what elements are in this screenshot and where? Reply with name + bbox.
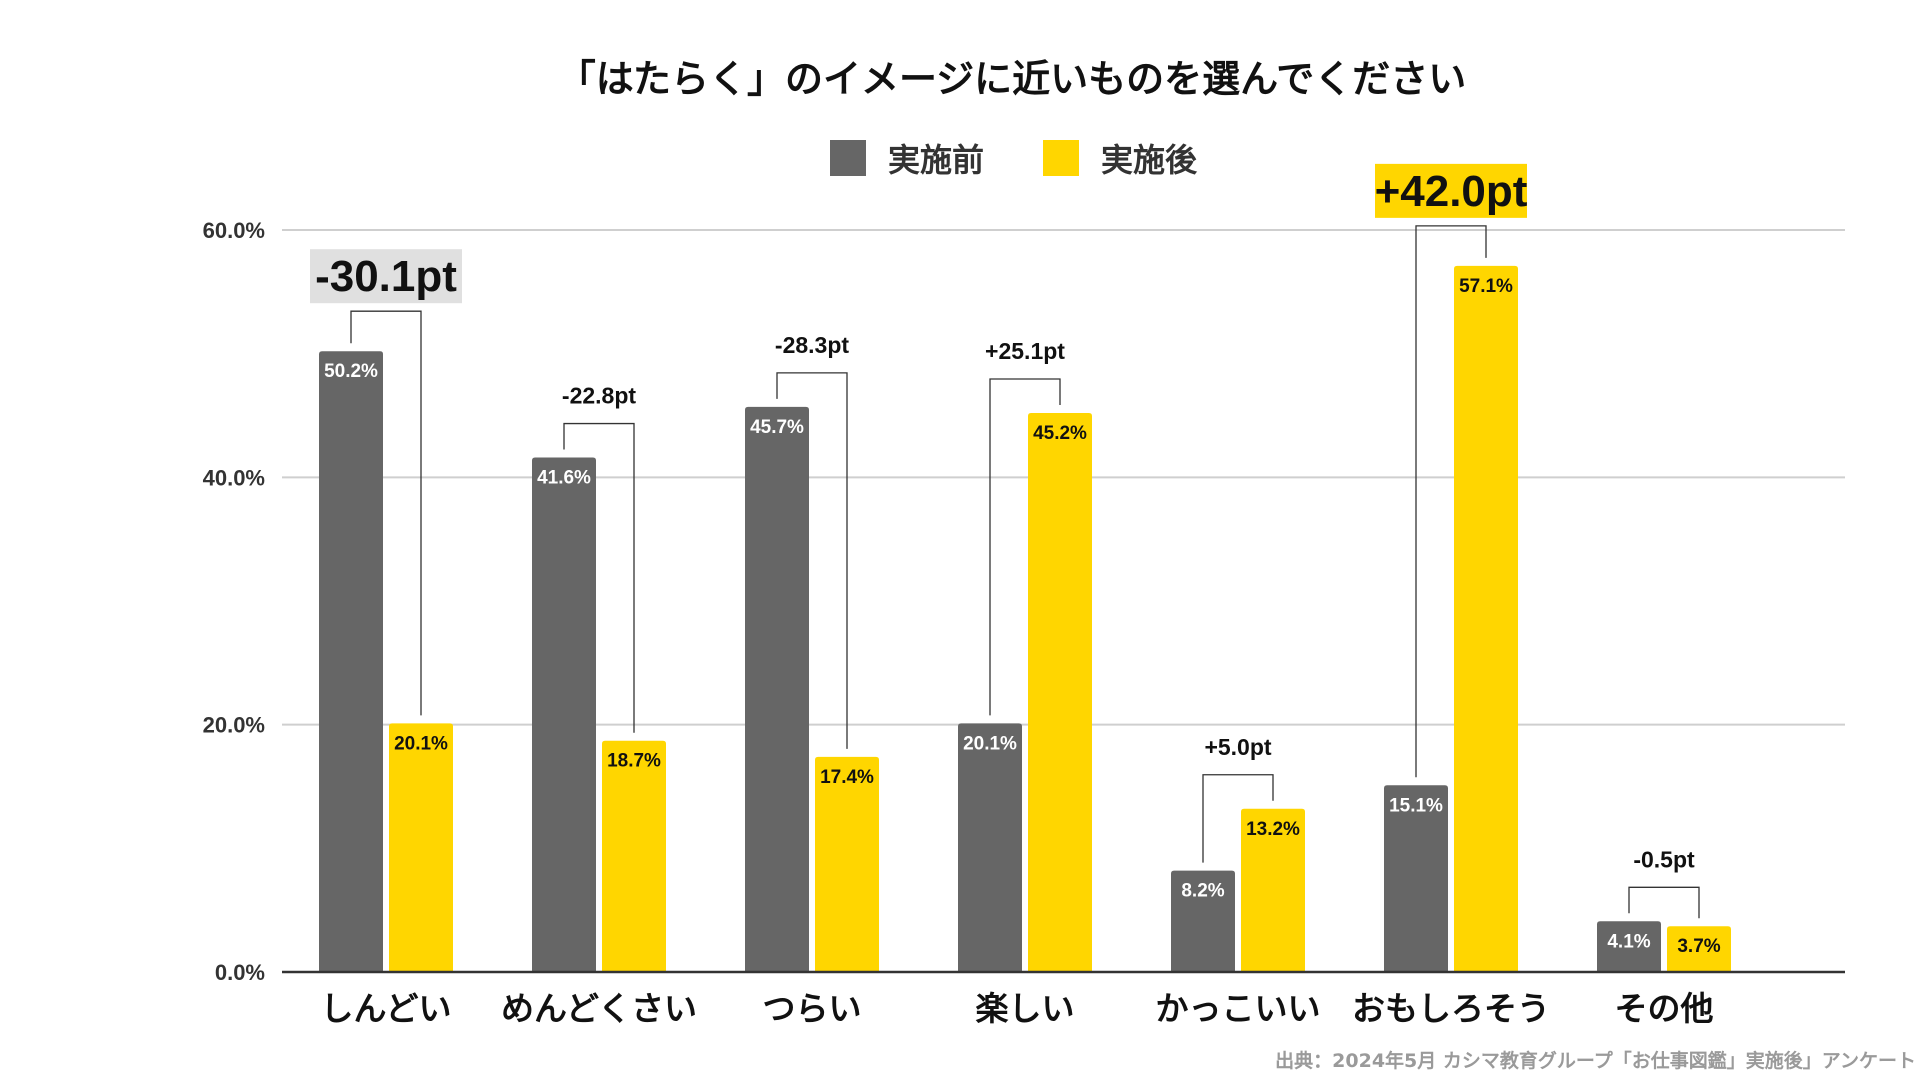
bar <box>745 406 809 972</box>
data-label: 4.1% <box>1607 931 1650 952</box>
data-label: 45.2% <box>1033 423 1087 444</box>
category-label: 楽しい <box>976 989 1075 1028</box>
difference-highlight <box>310 249 462 304</box>
difference-bracket <box>1415 225 1487 778</box>
category-label: つらい <box>763 989 862 1028</box>
difference-bracket <box>776 372 848 749</box>
difference-label: -22.8pt <box>562 383 636 409</box>
difference-label: +5.0pt <box>1204 734 1271 760</box>
legend-label-before: 実施前 <box>888 141 984 179</box>
data-label: 13.2% <box>1246 819 1300 840</box>
difference-label: -30.1pt <box>315 252 457 301</box>
category-label: おもしろそう <box>1352 989 1550 1028</box>
legend-label-after: 実施後 <box>1101 141 1198 179</box>
difference-bracket <box>1628 886 1700 919</box>
y-tick-label: 0.0% <box>215 960 265 985</box>
data-label: 41.6% <box>537 468 591 489</box>
legend-swatch-before <box>830 140 866 176</box>
x-axis: しんどい めんどくさい つらい 楽しい かっこいい おもしろそう その他 <box>282 970 1845 1028</box>
difference-bracket <box>1202 774 1274 863</box>
data-label: 17.4% <box>820 767 874 788</box>
y-tick-label: 60.0% <box>203 218 265 243</box>
y-tick-label: 40.0% <box>203 465 265 490</box>
bar <box>815 756 879 972</box>
data-label: 8.2% <box>1181 881 1224 902</box>
data-label: 57.1% <box>1459 276 1513 297</box>
difference-bracket <box>989 378 1061 716</box>
difference-label: -28.3pt <box>775 332 849 358</box>
data-label: 20.1% <box>963 733 1017 754</box>
legend-swatch-after <box>1043 140 1079 176</box>
legend: 実施前 実施後 <box>830 140 1198 179</box>
bar <box>602 740 666 972</box>
bar <box>1454 265 1518 972</box>
category-label: かっこいい <box>1156 989 1321 1028</box>
data-label: 20.1% <box>394 733 448 754</box>
difference-label: -0.5pt <box>1633 846 1695 872</box>
bar <box>532 457 596 973</box>
difference-bracket <box>563 422 635 733</box>
bar <box>1384 785 1448 972</box>
difference-label: +42.0pt <box>1375 167 1528 216</box>
bars: 50.2% 20.1% 41.6% 18.7% 45.7% 17.4% 20.1% 45.2%… <box>319 265 1731 973</box>
bar <box>958 723 1022 972</box>
category-label: しんどい <box>320 989 451 1028</box>
bar <box>319 351 383 972</box>
difference-bracket <box>350 310 422 716</box>
bar <box>1028 413 1092 972</box>
difference-highlight <box>1375 163 1527 218</box>
y-axis: 0.0% 20.0% 40.0% 60.0% <box>203 218 265 985</box>
difference-annotations: -30.1pt -22.8pt -28.3pt +25.1pt +5.0pt +42.0p… <box>310 163 1700 919</box>
data-label: 15.1% <box>1389 795 1443 816</box>
source-note: 出典：2024年5月 カシマ教育グループ「お仕事図鑑」実施後」アンケート <box>1275 1049 1916 1072</box>
bar <box>1597 921 1661 972</box>
bar <box>1171 870 1235 972</box>
chart-title: 「はたらく」のイメージに近いものを選んでください <box>558 57 1467 101</box>
category-label: めんどくさい <box>501 989 697 1028</box>
bar <box>1241 808 1305 972</box>
y-tick-label: 20.0% <box>203 713 265 738</box>
data-label: 18.7% <box>607 751 661 772</box>
difference-label: +25.1pt <box>985 338 1065 364</box>
bar <box>1667 926 1731 972</box>
data-label: 3.7% <box>1677 936 1720 957</box>
category-label: その他 <box>1615 989 1714 1028</box>
data-label: 45.7% <box>750 417 804 438</box>
bar <box>389 723 453 972</box>
data-label: 50.2% <box>324 361 378 382</box>
